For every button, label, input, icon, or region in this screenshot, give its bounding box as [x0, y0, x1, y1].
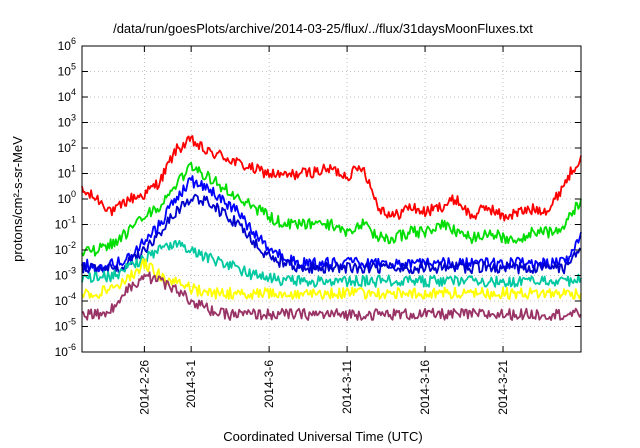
grid: [82, 46, 581, 352]
y-tick-base: 10: [55, 218, 69, 232]
y-tick-base: 10: [55, 294, 69, 308]
x-tick-labels: 2014-2-26 2014-3-1 2014-3-6 2014-3-11 2014-3…: [137, 360, 510, 415]
y-tick-base: 10: [58, 65, 72, 79]
y-tick-base: 10: [58, 192, 72, 206]
y-tick-base: 10: [55, 269, 69, 283]
y-tick-label: 10-1: [55, 215, 76, 232]
y-tick-label: 100: [58, 189, 76, 206]
y-tick-exponent: -6: [68, 342, 76, 352]
x-tick-label: 2014-3-21: [496, 360, 510, 415]
y-tick-labels: 10-610-510-410-310-210-11001011021031041…: [55, 36, 76, 359]
y-tick-label: 102: [58, 138, 76, 155]
y-tick-label: 10-2: [55, 240, 76, 257]
series-line-5: [81, 239, 582, 288]
series-line-2: [81, 161, 582, 257]
y-tick-exponent: 1: [71, 164, 76, 174]
y-tick-base: 10: [55, 345, 69, 359]
x-tick-label: 2014-2-26: [137, 360, 151, 415]
y-tick-label: 10-5: [55, 317, 76, 334]
y-tick-label: 103: [58, 113, 76, 130]
y-tick-base: 10: [58, 116, 72, 130]
y-tick-label: 10-4: [55, 291, 76, 308]
y-tick-exponent: 5: [71, 62, 76, 72]
series-layer: [81, 135, 582, 321]
y-tick-exponent: -4: [68, 291, 76, 301]
x-tick-label: 2014-3-11: [340, 360, 354, 414]
x-tick-label: 2014-3-6: [262, 360, 276, 408]
y-tick-base: 10: [55, 320, 69, 334]
y-tick-exponent: -2: [68, 240, 76, 250]
y-tick-label: 10-3: [55, 266, 76, 283]
y-tick-label: 104: [58, 87, 76, 104]
y-tick-base: 10: [58, 90, 72, 104]
y-tick-exponent: 6: [71, 36, 76, 46]
y-tick-exponent: -1: [68, 215, 76, 225]
series-line-6: [81, 258, 582, 300]
x-tick-label: 2014-3-1: [184, 360, 198, 408]
y-tick-base: 10: [58, 39, 72, 53]
y-tick-base: 10: [58, 167, 72, 181]
ticks: [82, 45, 581, 353]
y-tick-exponent: -3: [68, 266, 76, 276]
y-tick-exponent: 3: [71, 113, 76, 123]
y-tick-label: 10-6: [55, 342, 76, 359]
y-tick-exponent: 2: [71, 138, 76, 148]
y-tick-base: 10: [58, 141, 72, 155]
y-tick-exponent: 4: [71, 87, 76, 97]
x-axis-label: Coordinated Universal Time (UTC): [223, 429, 422, 444]
series-line-1: [81, 135, 582, 222]
y-tick-label: 101: [58, 164, 76, 181]
y-tick-label: 105: [58, 62, 76, 79]
series-line-4: [81, 193, 582, 275]
y-tick-base: 10: [55, 243, 69, 257]
x-tick-label: 2014-3-16: [418, 360, 432, 415]
y-tick-exponent: 0: [71, 189, 76, 199]
chart-title: /data/run/goesPlots/archive/2014-03-25/f…: [113, 21, 533, 36]
y-axis-label: protons/cm²-s-sr-MeV: [10, 136, 25, 262]
y-tick-exponent: -5: [68, 317, 76, 327]
series-line-7: [81, 271, 582, 321]
y-tick-label: 106: [58, 36, 76, 53]
